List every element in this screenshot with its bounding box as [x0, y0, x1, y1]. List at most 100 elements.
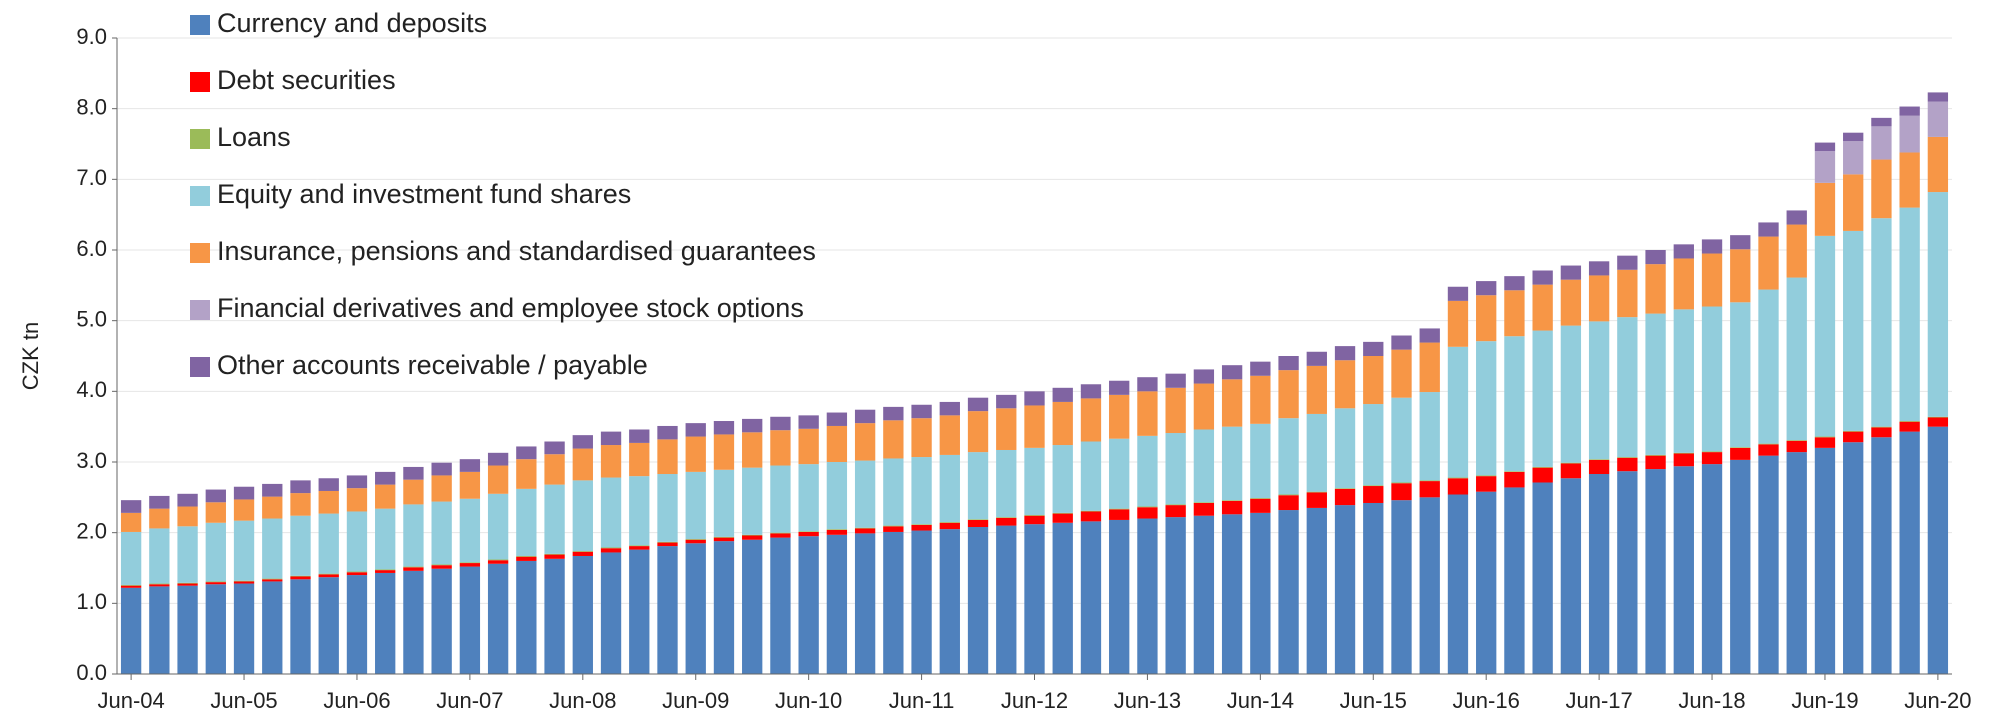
bar-segment	[1899, 207, 1920, 422]
bar-segment	[629, 442, 650, 477]
bar-segment	[403, 504, 424, 567]
x-tick-label: Jun-05	[210, 688, 277, 713]
bar-segment	[262, 578, 283, 580]
bar-segment	[1560, 462, 1582, 464]
bar-segment	[1899, 421, 1920, 432]
bar-segment	[1052, 401, 1073, 446]
bar-segment	[1476, 491, 1497, 674]
bar-segment	[1504, 336, 1525, 472]
bar-segment	[742, 539, 763, 674]
bar-segment	[629, 549, 650, 674]
bar-segment	[544, 554, 565, 559]
bar-segment	[262, 579, 283, 582]
bar-segment	[1137, 435, 1158, 507]
bar-segment	[1588, 459, 1610, 460]
legend-label: Other accounts receivable / payable	[217, 350, 648, 380]
bar-segment	[149, 495, 170, 509]
bar-segment	[1814, 447, 1836, 674]
bar-segment	[1419, 342, 1440, 393]
bar-segment	[854, 533, 876, 674]
bar-segment	[713, 536, 735, 538]
bar-segment	[1334, 488, 1356, 489]
bar-segment	[911, 524, 932, 531]
bar-segment	[939, 522, 960, 530]
bar-segment	[1504, 290, 1525, 337]
bar-segment	[1701, 306, 1723, 452]
bar-segment	[487, 560, 509, 564]
bar-segment	[177, 585, 198, 674]
bar-segment	[1278, 494, 1299, 496]
x-tick-label: Jun-07	[436, 688, 503, 713]
bar-segment	[318, 478, 339, 491]
bar-segment	[770, 537, 791, 674]
bar-segment	[1024, 391, 1045, 406]
bar-segment	[1334, 488, 1356, 506]
bar-segment	[1193, 369, 1215, 384]
bar-segment	[1758, 455, 1779, 674]
bar-segment	[459, 471, 481, 499]
bar-segment	[1080, 521, 1102, 674]
bar-segment	[1250, 361, 1271, 376]
bar-segment	[403, 466, 424, 480]
bar-segment	[262, 581, 283, 674]
bar-segment	[742, 535, 763, 540]
bar-segment	[1391, 482, 1412, 484]
bar-segment	[205, 584, 226, 674]
bar-segment	[177, 583, 198, 586]
bar-segment	[1447, 286, 1469, 301]
y-tick-label: 8.0	[76, 94, 107, 119]
bar-segment	[1024, 524, 1045, 674]
bar-segment	[1391, 483, 1412, 501]
bar-segment	[177, 582, 198, 584]
bar-segment	[346, 571, 368, 573]
bar-segment	[657, 541, 678, 543]
bar-segment	[1221, 365, 1243, 380]
bar-segment	[544, 454, 565, 485]
bar-segment	[1476, 281, 1497, 296]
bar-segment	[1843, 141, 1864, 175]
legend-label: Currency and deposits	[217, 8, 487, 38]
bar-segment	[431, 565, 452, 569]
bar-segment	[1165, 373, 1186, 388]
bar-segment	[1730, 235, 1751, 250]
bar-segment	[1193, 429, 1215, 503]
bar-segment	[1447, 300, 1469, 347]
bar-segment	[1024, 515, 1045, 516]
bar-segment	[1221, 426, 1243, 501]
bar-segment	[1391, 335, 1412, 350]
bar-segment	[1645, 469, 1666, 674]
bar-segment	[516, 459, 537, 489]
bar-segment	[233, 583, 255, 674]
bar-segment	[487, 563, 509, 674]
bar-segment	[1673, 309, 1694, 453]
bar-segment	[1758, 443, 1779, 445]
bar-segment	[1532, 270, 1553, 285]
bar-segment	[318, 513, 339, 574]
bar-segment	[967, 397, 989, 412]
bar-segment	[1701, 451, 1723, 453]
bar-segment	[1221, 500, 1243, 501]
bar-segment	[713, 469, 735, 537]
bar-segment	[1137, 506, 1158, 508]
bar-segment	[826, 529, 848, 535]
bar-segment	[1560, 478, 1582, 674]
bar-segment	[1786, 210, 1807, 225]
bar-segment	[1560, 265, 1582, 280]
bar-segment	[1306, 365, 1327, 414]
bar-segment	[1617, 317, 1638, 458]
bar-segment	[459, 562, 481, 564]
bar-segment	[1278, 495, 1299, 511]
x-tick-label: Jun-04	[97, 688, 164, 713]
bar-segment	[1363, 341, 1384, 356]
bar-segment	[1080, 398, 1102, 442]
bar-segment	[1363, 404, 1384, 486]
x-tick-label: Jun-06	[323, 688, 390, 713]
bar-segment	[1165, 504, 1186, 506]
bar-segment	[375, 471, 396, 485]
bar-segment	[1024, 515, 1045, 525]
bar-segment	[996, 525, 1017, 674]
y-tick-label: 2.0	[76, 518, 107, 543]
bar-segment	[1730, 447, 1751, 448]
bar-segment	[1447, 478, 1469, 495]
